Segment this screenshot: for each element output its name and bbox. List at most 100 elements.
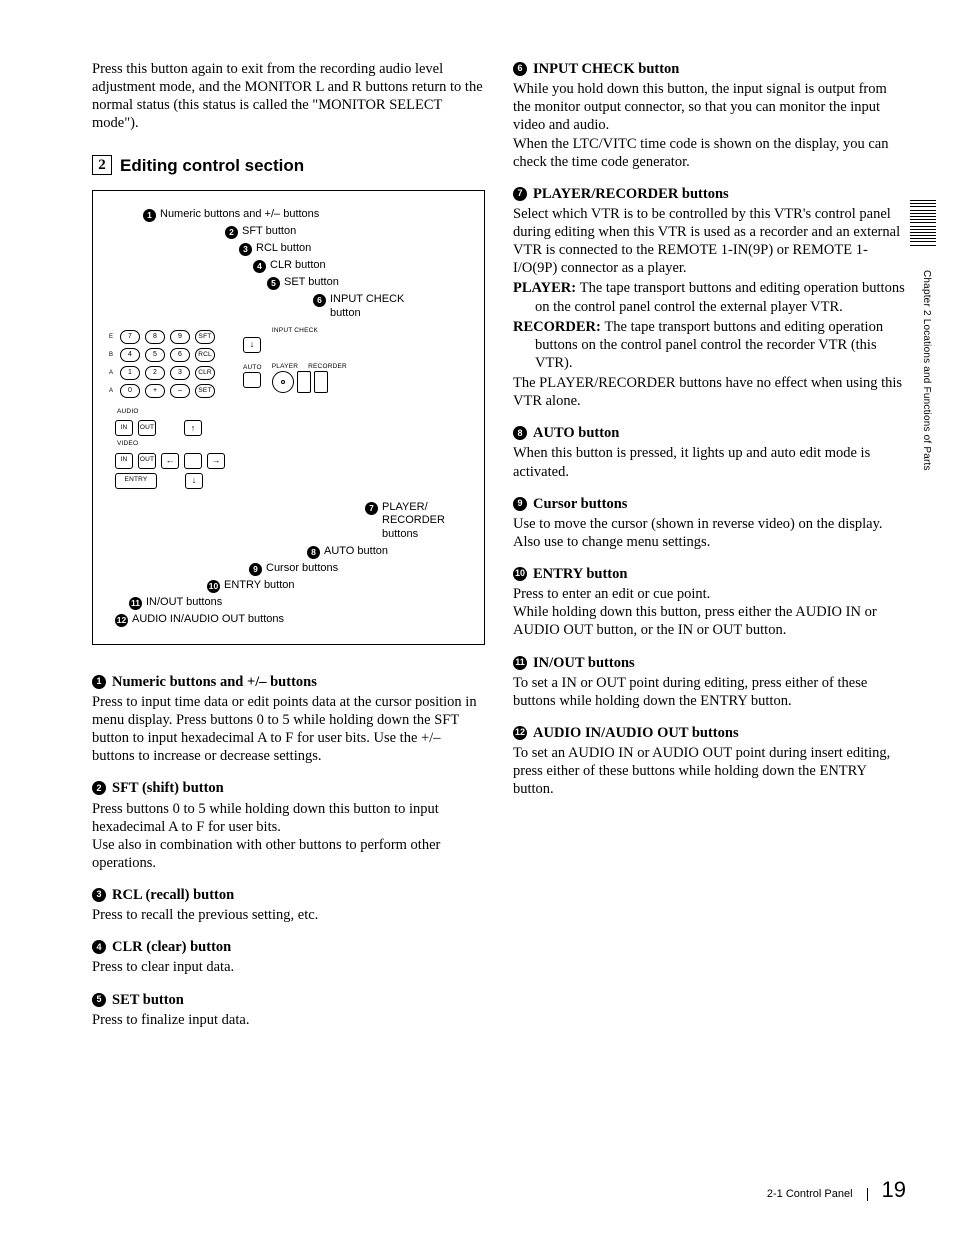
auto-label: AUTO — [243, 364, 262, 372]
num-btn: 6 — [170, 348, 190, 362]
item-number-icon: 4 — [92, 940, 106, 954]
desc-item: 11 IN/OUT buttons To set a IN or OUT point… — [513, 654, 906, 710]
hex-label: A — [107, 370, 115, 378]
item-heading: PLAYER/RECORDER buttons — [533, 185, 729, 203]
desc-item: 6 INPUT CHECK button While you hold down t… — [513, 60, 906, 171]
callout-num: 1 — [143, 209, 156, 222]
desc-item: 12AUDIO IN/AUDIO OUT buttonsTo set an AU… — [513, 724, 906, 799]
item-body: Press to recall the previous setting, et… — [92, 906, 485, 924]
item-heading: RCL (recall) button — [112, 886, 234, 904]
num-btn: 2 — [145, 366, 165, 380]
definition-row: PLAYER: The tape transport buttons and e… — [535, 279, 906, 315]
player-label: PLAYER — [272, 363, 298, 371]
item-body: Select which VTR is to be controlled by … — [513, 205, 906, 278]
callout-text: AUTO button — [324, 545, 388, 559]
cursor-up-btn: ↑ — [184, 420, 202, 436]
callout-num: 7 — [365, 502, 378, 515]
cursor-right-btn: → — [207, 453, 225, 469]
callout-text: SFT button — [242, 225, 296, 239]
cursor-left-btn: ← — [161, 453, 179, 469]
item-number-icon: 10 — [513, 567, 527, 581]
plus-btn: + — [145, 384, 165, 398]
recorder-label: RECORDER — [308, 363, 347, 371]
desc-item: 2 SFT (shift) button Press buttons 0 to 5 … — [92, 779, 485, 872]
player-btn — [297, 371, 311, 393]
item-body: To set an AUDIO IN or AUDIO OUT point du… — [513, 744, 906, 798]
hex-label: B — [107, 352, 115, 360]
num-btn: 0 — [120, 384, 140, 398]
footer-section: 2-1 Control Panel — [767, 1188, 868, 1202]
item-body: While you hold down this button, the inp… — [513, 80, 906, 171]
page-footer: 2-1 Control Panel 19 — [767, 1176, 906, 1204]
callout-num: 4 — [253, 260, 266, 273]
callout-text: CLR button — [270, 259, 326, 273]
item-number-icon: 6 — [513, 62, 527, 76]
item-number-icon: 11 — [513, 656, 527, 670]
item-body: To set a IN or OUT point during editing,… — [513, 674, 906, 710]
callout-num: 5 — [267, 277, 280, 290]
item-body: Press to input time data or edit points … — [92, 693, 485, 766]
num-btn: 1 — [120, 366, 140, 380]
callout-text: RCL button — [256, 242, 311, 256]
video-label: VIDEO — [117, 440, 225, 448]
cursor-center-btn — [184, 453, 202, 469]
desc-item: 4 CLR (clear) button Press to clear input … — [92, 938, 485, 976]
sft-btn: SFT — [195, 330, 215, 344]
input-check-btn: ↓ — [243, 337, 261, 353]
num-btn: 5 — [145, 348, 165, 362]
num-btn: 7 — [120, 330, 140, 344]
item-body: Press to clear input data. — [92, 958, 485, 976]
hex-label: E — [107, 334, 115, 342]
item-number-icon: 1 — [92, 675, 106, 689]
desc-item: 1Numeric buttons and +/– buttonsPress to… — [92, 673, 485, 766]
section-number-box: 2 — [92, 155, 112, 175]
item-body: Use to move the cursor (shown in reverse… — [513, 515, 906, 551]
callout-text: Numeric buttons and +/– buttons — [160, 208, 319, 222]
desc-item: 10ENTRY buttonPress to enter an edit or … — [513, 565, 906, 640]
chapter-side-label: Chapter 2 Locations and Functions of Par… — [920, 270, 933, 471]
item-heading: ENTRY button — [533, 565, 627, 583]
desc-item: 7PLAYER/RECORDER buttonsSelect which VTR… — [513, 185, 906, 411]
definition-desc: The tape transport buttons and editing o… — [535, 280, 905, 314]
item-heading: SET button — [112, 991, 184, 1009]
item-heading: INPUT CHECK button — [533, 60, 679, 78]
callout-text: PLAYER/ RECORDER buttons — [382, 501, 462, 542]
item-number-icon: 2 — [92, 781, 106, 795]
diagram-panel: E789SFT B456RCL A123CLR A0+–SET AUDIO IN… — [107, 326, 466, 492]
callout-text: INPUT CHECK button — [330, 293, 410, 321]
dial-icon — [272, 371, 294, 393]
item-heading: SFT (shift) button — [112, 779, 224, 797]
item-heading: AUDIO IN/AUDIO OUT buttons — [533, 724, 739, 742]
audio-label: AUDIO — [117, 408, 225, 416]
item-body: Press buttons 0 to 5 while holding down … — [92, 800, 485, 873]
auto-btn — [243, 372, 261, 388]
callout-num: 9 — [249, 563, 262, 576]
callout-text: ENTRY button — [224, 579, 295, 593]
item-number-icon: 3 — [92, 888, 106, 902]
minus-btn: – — [170, 384, 190, 398]
callout-text: IN/OUT buttons — [146, 596, 222, 610]
set-btn: SET — [195, 384, 215, 398]
callout-num: 10 — [207, 580, 220, 593]
item-heading: CLR (clear) button — [112, 938, 231, 956]
diagram-top-callouts: 1Numeric buttons and +/– buttons 2SFT bu… — [107, 208, 466, 321]
item-body: Press to finalize input data. — [92, 1011, 485, 1029]
intro-paragraph: Press this button again to exit from the… — [92, 60, 485, 133]
definition-term: RECORDER: — [513, 319, 604, 335]
side-rule-lines — [910, 200, 936, 248]
footer-page-number: 19 — [882, 1176, 906, 1204]
item-heading: Cursor buttons — [533, 495, 627, 513]
item-heading: AUTO button — [533, 424, 619, 442]
item-heading: IN/OUT buttons — [533, 654, 635, 672]
video-out-btn: OUT — [138, 453, 156, 469]
num-btn: 8 — [145, 330, 165, 344]
section-title: Editing control section — [120, 155, 304, 176]
clr-btn: CLR — [195, 366, 215, 380]
item-number-icon: 8 — [513, 426, 527, 440]
item-number-icon: 9 — [513, 497, 527, 511]
callout-text: AUDIO IN/AUDIO OUT buttons — [132, 613, 284, 627]
callout-num: 3 — [239, 243, 252, 256]
definition-row: RECORDER: The tape transport buttons and… — [535, 318, 906, 372]
callout-text: Cursor buttons — [266, 562, 338, 576]
section-heading: 2 Editing control section — [92, 155, 485, 176]
